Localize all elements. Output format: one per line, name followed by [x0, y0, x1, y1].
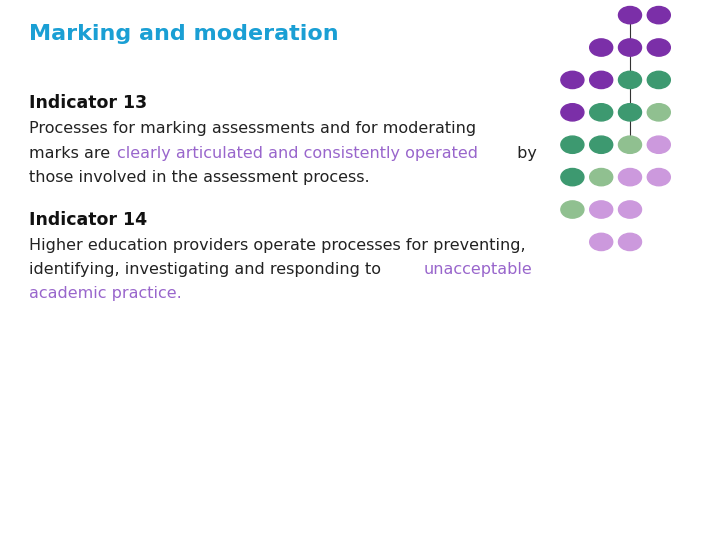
Circle shape — [647, 6, 670, 24]
Text: those involved in the assessment process.: those involved in the assessment process… — [29, 170, 369, 185]
Circle shape — [618, 201, 642, 218]
Circle shape — [618, 6, 642, 24]
Text: Indicator 13: Indicator 13 — [29, 94, 147, 112]
Circle shape — [618, 168, 642, 186]
Circle shape — [647, 39, 670, 56]
Circle shape — [561, 104, 584, 121]
Circle shape — [590, 136, 613, 153]
Circle shape — [618, 136, 642, 153]
Text: Processes for marking assessments and for moderating: Processes for marking assessments and fo… — [29, 122, 476, 137]
Circle shape — [647, 168, 670, 186]
Circle shape — [590, 71, 613, 89]
Text: Higher education providers operate processes for preventing,: Higher education providers operate proce… — [29, 238, 526, 253]
Circle shape — [590, 233, 613, 251]
Circle shape — [618, 39, 642, 56]
Circle shape — [590, 201, 613, 218]
Circle shape — [618, 71, 642, 89]
Circle shape — [618, 104, 642, 121]
Circle shape — [647, 104, 670, 121]
Circle shape — [590, 39, 613, 56]
Text: unacceptable: unacceptable — [424, 262, 533, 277]
Circle shape — [561, 136, 584, 153]
Circle shape — [590, 168, 613, 186]
Text: Indicator 14: Indicator 14 — [29, 211, 147, 228]
Text: by: by — [512, 146, 537, 161]
Circle shape — [561, 201, 584, 218]
Text: identifying, investigating and responding to: identifying, investigating and respondin… — [29, 262, 386, 277]
Circle shape — [647, 136, 670, 153]
Text: marks are: marks are — [29, 146, 115, 161]
Circle shape — [561, 168, 584, 186]
Text: Marking and moderation: Marking and moderation — [29, 24, 338, 44]
Circle shape — [647, 71, 670, 89]
Circle shape — [590, 104, 613, 121]
Circle shape — [561, 71, 584, 89]
Text: clearly articulated and consistently operated: clearly articulated and consistently ope… — [117, 146, 477, 161]
Circle shape — [618, 233, 642, 251]
Text: academic practice.: academic practice. — [29, 286, 181, 301]
